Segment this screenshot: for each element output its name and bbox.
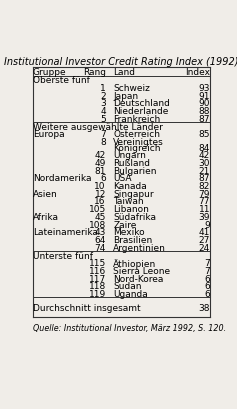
Text: 16: 16 xyxy=(94,197,106,206)
Text: Argentinien: Argentinien xyxy=(113,243,166,252)
Text: Nordamerika: Nordamerika xyxy=(33,174,91,183)
Text: 3: 3 xyxy=(100,99,106,108)
Text: Ungarn: Ungarn xyxy=(113,151,146,160)
Text: 87: 87 xyxy=(199,174,210,183)
Text: Japan: Japan xyxy=(113,92,138,101)
Text: 7: 7 xyxy=(204,258,210,267)
Text: 42: 42 xyxy=(95,151,106,160)
Text: 88: 88 xyxy=(199,107,210,116)
Text: Niederlande: Niederlande xyxy=(113,107,169,116)
Text: 30: 30 xyxy=(199,158,210,167)
Text: Zaire: Zaire xyxy=(113,220,137,229)
Text: Uganda: Uganda xyxy=(113,290,148,299)
Text: Institutional Investor Credit Rating Index (1992): Institutional Investor Credit Rating Ind… xyxy=(4,57,237,67)
Text: 6: 6 xyxy=(100,174,106,183)
Text: Deutschland: Deutschland xyxy=(113,99,170,108)
Text: Unterste fünf: Unterste fünf xyxy=(33,251,93,260)
Text: 7: 7 xyxy=(204,266,210,275)
Text: USA: USA xyxy=(113,174,132,183)
Text: 2: 2 xyxy=(100,92,106,101)
Text: Quelle: Institutional Investor, März 1992, S. 120.: Quelle: Institutional Investor, März 199… xyxy=(33,323,226,332)
Text: Taiwan: Taiwan xyxy=(113,197,144,206)
Text: 105: 105 xyxy=(89,204,106,213)
Text: 74: 74 xyxy=(95,243,106,252)
Text: 38: 38 xyxy=(199,303,210,312)
Text: 79: 79 xyxy=(199,189,210,198)
Text: 21: 21 xyxy=(199,166,210,175)
Text: 87: 87 xyxy=(199,115,210,124)
Text: 5: 5 xyxy=(100,115,106,124)
Text: 43: 43 xyxy=(95,228,106,237)
Text: Brasilien: Brasilien xyxy=(113,236,152,245)
Text: 90: 90 xyxy=(199,99,210,108)
Text: Europa: Europa xyxy=(33,130,64,139)
Text: 116: 116 xyxy=(89,266,106,275)
Text: 108: 108 xyxy=(89,220,106,229)
Text: Mexiko: Mexiko xyxy=(113,228,145,237)
Text: Südafrika: Südafrika xyxy=(113,212,156,221)
Text: Österreich: Österreich xyxy=(113,130,160,139)
Text: Libanon: Libanon xyxy=(113,204,149,213)
Text: 24: 24 xyxy=(199,243,210,252)
Text: Singapur: Singapur xyxy=(113,189,154,198)
Text: 42: 42 xyxy=(199,151,210,160)
Text: 7: 7 xyxy=(100,130,106,139)
Text: Sudan: Sudan xyxy=(113,282,142,291)
Text: 39: 39 xyxy=(199,212,210,221)
Text: Nord-Korea: Nord-Korea xyxy=(113,274,164,283)
Text: 10: 10 xyxy=(94,182,106,191)
Text: Index: Index xyxy=(185,67,210,76)
Text: Weitere ausgewählte Länder: Weitere ausgewählte Länder xyxy=(33,122,163,131)
Text: 85: 85 xyxy=(199,130,210,139)
Text: 117: 117 xyxy=(89,274,106,283)
Text: Rußland: Rußland xyxy=(113,158,150,167)
Text: 41: 41 xyxy=(199,228,210,237)
Text: Gruppe: Gruppe xyxy=(33,67,67,76)
Text: Land: Land xyxy=(113,67,135,76)
Text: Sierra Leone: Sierra Leone xyxy=(113,266,170,275)
Text: Asien: Asien xyxy=(33,189,58,198)
Text: Äthiopien: Äthiopien xyxy=(113,258,156,268)
Text: 12: 12 xyxy=(95,189,106,198)
Text: Bulgarien: Bulgarien xyxy=(113,166,157,175)
Text: 82: 82 xyxy=(199,182,210,191)
Text: 9: 9 xyxy=(204,220,210,229)
Text: Durchschnitt insgesamt: Durchschnitt insgesamt xyxy=(33,303,141,312)
Text: 93: 93 xyxy=(199,84,210,93)
Text: 4: 4 xyxy=(100,107,106,116)
Text: 1: 1 xyxy=(100,84,106,93)
Text: 45: 45 xyxy=(95,212,106,221)
Text: 6: 6 xyxy=(204,274,210,283)
Text: Frankreich: Frankreich xyxy=(113,115,160,124)
Text: 119: 119 xyxy=(89,290,106,299)
Text: 115: 115 xyxy=(89,258,106,267)
Text: 81: 81 xyxy=(94,166,106,175)
Text: Afrika: Afrika xyxy=(33,212,59,221)
Text: 27: 27 xyxy=(199,236,210,245)
Text: 91: 91 xyxy=(199,92,210,101)
Text: 49: 49 xyxy=(95,158,106,167)
Text: Oberste fünf: Oberste fünf xyxy=(33,76,90,85)
Text: 77: 77 xyxy=(199,197,210,206)
Text: 8: 8 xyxy=(100,137,106,146)
Text: 6: 6 xyxy=(204,290,210,299)
Text: 64: 64 xyxy=(95,236,106,245)
Text: 118: 118 xyxy=(89,282,106,291)
Text: Königreich: Königreich xyxy=(113,143,161,152)
Text: Schweiz: Schweiz xyxy=(113,84,150,93)
Text: 6: 6 xyxy=(204,282,210,291)
Text: Lateinamerika: Lateinamerika xyxy=(33,228,98,237)
Text: 84: 84 xyxy=(199,143,210,152)
Text: Rang: Rang xyxy=(83,67,106,76)
Text: 11: 11 xyxy=(199,204,210,213)
Text: Kanada: Kanada xyxy=(113,182,147,191)
Text: Vereinigtes: Vereinigtes xyxy=(113,137,164,146)
